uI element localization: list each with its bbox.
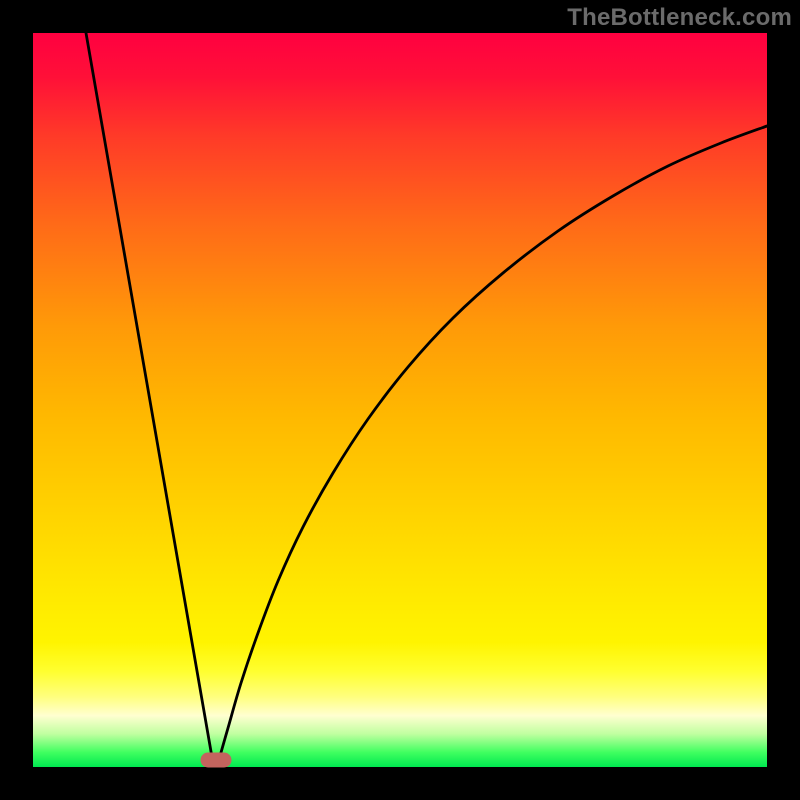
- plot-gradient: [33, 33, 767, 767]
- watermark-text: TheBottleneck.com: [567, 4, 792, 32]
- bottleneck-chart: [0, 0, 800, 800]
- chart-stage: TheBottleneck.com: [0, 0, 800, 800]
- minimum-marker: [201, 753, 231, 767]
